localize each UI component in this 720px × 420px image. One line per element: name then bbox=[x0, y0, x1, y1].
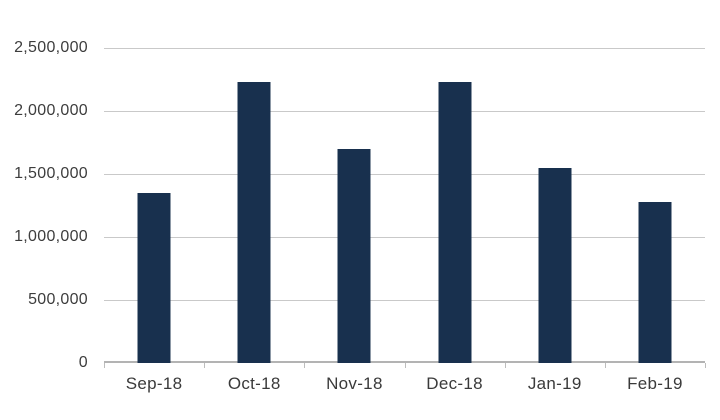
x-axis-tick bbox=[504, 363, 506, 368]
x-axis-tick bbox=[705, 363, 706, 368]
x-axis-tick bbox=[104, 363, 105, 368]
gridline bbox=[104, 174, 705, 175]
x-tick-label: Feb-19 bbox=[627, 374, 683, 393]
gridline bbox=[104, 48, 705, 49]
x-axis-tick bbox=[204, 363, 206, 368]
x-axis-tick bbox=[304, 363, 306, 368]
x-tick-label: Oct-18 bbox=[227, 374, 281, 393]
y-tick-label: 500,000 bbox=[28, 291, 88, 308]
y-tick-label: 1,500,000 bbox=[14, 165, 88, 182]
bar-jan-19[interactable] bbox=[538, 167, 572, 363]
x-axis-tick bbox=[604, 363, 606, 368]
y-tick-label: 2,000,000 bbox=[14, 102, 88, 119]
x-axis-tick bbox=[404, 363, 406, 368]
gridline bbox=[104, 111, 705, 112]
y-tick-label: 2,500,000 bbox=[14, 39, 88, 56]
y-tick-label: 1,000,000 bbox=[14, 228, 88, 245]
plot-area bbox=[104, 48, 705, 363]
x-tick-label: Nov-18 bbox=[326, 374, 383, 393]
x-tick-label: Sep-18 bbox=[125, 374, 183, 393]
bar-nov-18[interactable] bbox=[337, 148, 371, 363]
bar-feb-19[interactable] bbox=[638, 201, 672, 363]
y-tick-label: 0 bbox=[78, 354, 88, 371]
x-tick-label: Jan-19 bbox=[527, 374, 582, 393]
bar-oct-18[interactable] bbox=[237, 82, 271, 363]
gridline bbox=[104, 300, 705, 301]
y-axis-labels: 0 500,000 1,000,000 1,500,000 2,000,000 2,500… bbox=[0, 39, 96, 371]
bar-dec-18[interactable] bbox=[438, 82, 472, 363]
gridline bbox=[104, 237, 705, 238]
x-axis-labels: Sep-18 Oct-18 Nov-18 Dec-18 Jan-19 Feb-19 bbox=[104, 374, 705, 398]
x-tick-label: Dec-18 bbox=[426, 374, 483, 393]
bar-sep-18[interactable] bbox=[137, 192, 171, 363]
x-axis-line bbox=[104, 361, 705, 363]
